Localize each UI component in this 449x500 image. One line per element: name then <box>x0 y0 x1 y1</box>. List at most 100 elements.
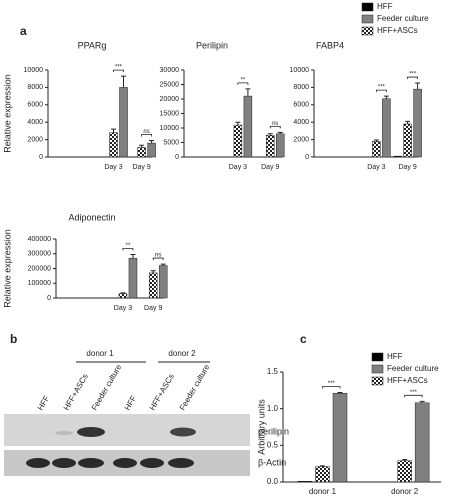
significance-bracket <box>113 69 124 73</box>
bar <box>414 402 430 483</box>
x-tick-label: Day 9 <box>132 164 150 171</box>
significance-label: ** <box>241 77 246 83</box>
y-tick-label: 30000 <box>160 67 180 74</box>
significance-bracket <box>404 394 423 398</box>
bar <box>233 124 243 158</box>
error-bar <box>150 270 156 273</box>
error-bar <box>277 131 283 134</box>
y-tick-label: 15000 <box>160 110 180 117</box>
significance-bracket <box>152 257 164 261</box>
significance-label: *** <box>328 381 336 387</box>
bar <box>403 123 412 158</box>
error-bar <box>373 139 379 142</box>
y-axis-label: Relative expression <box>2 74 12 153</box>
lane-label: Feeder culture <box>178 362 212 412</box>
bar <box>118 293 128 299</box>
bar <box>119 87 128 158</box>
y-tick-label: 8000 <box>27 84 43 91</box>
y-tick-label: 4000 <box>293 119 309 126</box>
legend-swatch <box>371 376 384 386</box>
significance-bracket <box>141 134 152 137</box>
bar <box>382 98 391 158</box>
significance-label: ns <box>143 129 149 135</box>
y-tick-label: 0 <box>175 154 179 161</box>
error-bar <box>415 82 421 90</box>
error-bar <box>235 121 241 126</box>
y-axis-label: Relative expression <box>2 229 12 308</box>
x-tick-label: Day 3 <box>229 164 247 171</box>
significance-bracket <box>269 125 281 129</box>
significance-bracket <box>322 386 341 389</box>
error-bar <box>245 88 251 97</box>
y-tick-label: 0 <box>39 154 43 161</box>
bar <box>109 132 118 158</box>
y-tick-label: 0 <box>305 154 309 161</box>
bar <box>137 147 146 158</box>
error-bar <box>139 144 145 148</box>
bar <box>315 466 330 483</box>
significance-bracket <box>407 76 418 80</box>
y-tick-label: 0.0 <box>267 477 279 486</box>
significance-label: ** <box>126 243 131 249</box>
blot-band <box>170 427 196 437</box>
y-tick-label: 6000 <box>293 102 309 109</box>
blot-bands <box>26 458 194 468</box>
y-tick-label: 4000 <box>27 119 43 126</box>
x-tick-label: Day 3 <box>114 305 132 312</box>
legend-label: Feeder culture <box>377 14 429 23</box>
y-tick-label: 6000 <box>27 102 43 109</box>
y-tick-label: 8000 <box>293 84 309 91</box>
error-bar <box>419 400 425 403</box>
significance-label: ns <box>272 121 278 127</box>
error-bar <box>130 253 136 259</box>
error-bar <box>337 392 343 394</box>
y-tick-label: 200000 <box>28 265 51 272</box>
blot-strip <box>4 414 250 446</box>
legend-label: HFF <box>377 2 393 11</box>
bar <box>265 135 275 158</box>
y-tick-label: 10000 <box>160 125 180 132</box>
bar <box>243 95 253 158</box>
error-bar <box>121 75 127 88</box>
error-bar <box>383 95 389 99</box>
bar <box>147 142 156 158</box>
significance-bracket <box>376 89 387 93</box>
bar <box>397 460 412 483</box>
western-blot: donor 1 donor 2 HFF HFF+ASCs Feeder cult… <box>4 349 289 476</box>
y-tick-label: 100000 <box>28 280 51 287</box>
chart-title: Adiponectin <box>68 212 115 222</box>
legend-label: HFF+ASCs <box>387 376 428 385</box>
band-label: perilipin <box>258 426 289 436</box>
bar <box>413 88 422 158</box>
y-tick-label: 10000 <box>290 67 310 74</box>
y-tick-label: 1.0 <box>267 404 279 413</box>
y-axis-label: Arbitrary units <box>256 399 266 455</box>
bar <box>393 155 402 158</box>
y-tick-label: 2000 <box>293 136 309 143</box>
x-tick-label: donor 1 <box>309 487 337 496</box>
chart-title: PPARg <box>78 40 107 50</box>
legend-swatch <box>361 2 374 12</box>
bar <box>158 265 168 299</box>
legend-label: HFF+ASCs <box>377 26 418 35</box>
error-bar <box>111 128 117 133</box>
y-tick-label: 10000 <box>24 67 44 74</box>
legend-swatch <box>361 14 374 24</box>
y-tick-label: 25000 <box>160 81 180 88</box>
x-tick-label: Day 3 <box>104 164 122 171</box>
y-tick-label: 1.5 <box>267 367 279 376</box>
legend-swatch <box>371 364 384 374</box>
x-tick-label: Day 3 <box>367 164 385 171</box>
y-tick-label: 0.5 <box>267 440 279 449</box>
y-tick-label: 2000 <box>27 136 43 143</box>
x-tick-label: Day 9 <box>398 164 416 171</box>
donor-label: donor 1 <box>86 349 114 358</box>
donor-label: donor 2 <box>168 349 196 358</box>
panel-label: b <box>10 332 17 346</box>
bar <box>372 141 381 158</box>
band-label: β-Actin <box>258 457 286 467</box>
x-tick-label: Day 9 <box>144 305 162 312</box>
significance-bracket <box>122 248 134 251</box>
significance-label: *** <box>378 85 386 91</box>
